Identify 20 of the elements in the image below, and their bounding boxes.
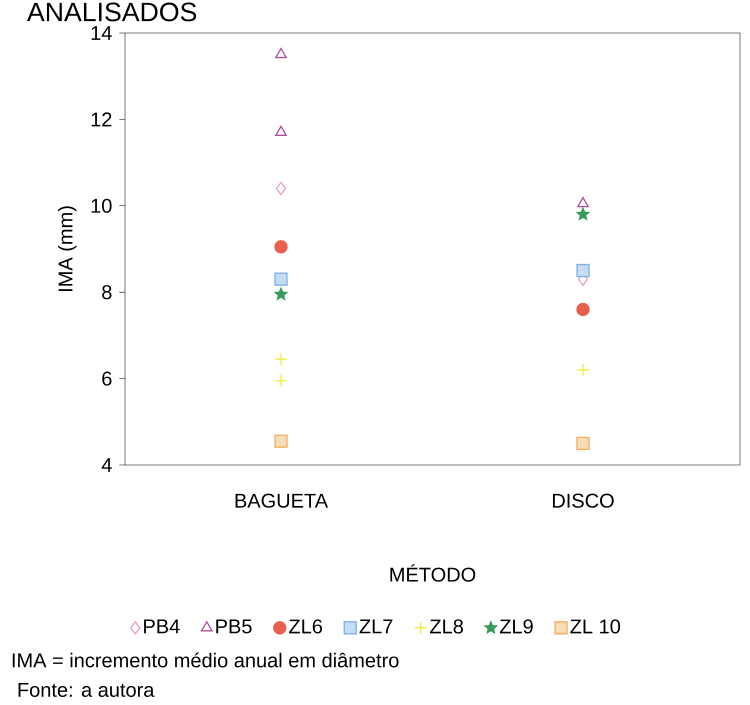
legend-label: ZL8	[430, 619, 463, 634]
legend-label: ZL9	[500, 619, 533, 634]
x-axis-title: MÉTODO	[390, 564, 476, 582]
x-tick-label: DISCO	[552, 494, 614, 508]
y-tick-label: 10	[92, 198, 112, 213]
legend-label: ZL7	[360, 619, 392, 634]
legend-label: ZL6	[289, 619, 322, 634]
source-note: Fonte: a autora	[18, 683, 154, 697]
text: IMA = incremento médio anual em diâmetro	[12, 652, 399, 668]
y-tick-label: 8	[102, 285, 112, 300]
y-tick-label: 14	[92, 26, 112, 40]
y-axis-title: IMA (mm)	[58, 206, 77, 292]
legend-label: PB5	[216, 619, 252, 634]
chart-title: ANALISADOS	[26, 2, 196, 22]
y-tick-label: 12	[92, 112, 112, 126]
legend-label: PB4	[144, 619, 180, 634]
legend-label: ZL 10	[570, 619, 620, 634]
y-tick-label: 6	[102, 372, 112, 386]
y-tick-label: 4	[102, 458, 112, 472]
x-tick-label: BAGUETA	[236, 494, 328, 508]
